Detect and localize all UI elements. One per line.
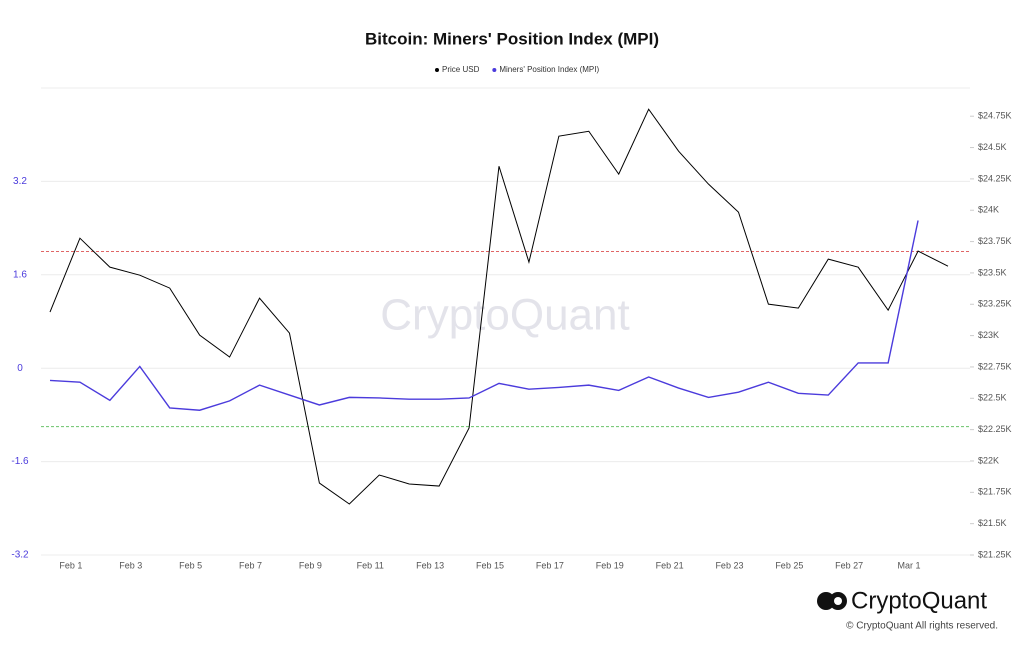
y-tick-label: 3.2: [13, 176, 27, 187]
y2-tick-label: $24.75K: [978, 111, 1012, 121]
brand-logo: [817, 592, 847, 610]
chart-title: Bitcoin: Miners' Position Index (MPI): [365, 29, 659, 48]
x-tick-label: Feb 23: [715, 560, 743, 570]
y2-tick-label: $22.75K: [978, 361, 1012, 371]
y2-tick-label: $21.5K: [978, 518, 1007, 528]
y-tick-label: 0: [17, 363, 23, 374]
legend-marker: [492, 68, 497, 72]
x-tick-label: Feb 17: [536, 560, 564, 570]
x-tick-label: Feb 9: [299, 560, 322, 570]
y2-tick-label: $21.25K: [978, 549, 1012, 559]
series-line: [49, 220, 919, 411]
x-tick-label: Feb 7: [239, 560, 262, 570]
x-tick-label: Feb 13: [416, 560, 444, 570]
x-tick-label: Feb 25: [775, 560, 803, 570]
y2-tick-label: $23K: [978, 330, 999, 340]
x-tick-label: Mar 1: [898, 560, 921, 570]
y-tick-label: -3.2: [11, 550, 29, 561]
x-tick-label: Feb 3: [119, 560, 142, 570]
legend-label: Price USD: [442, 65, 480, 74]
y-tick-label: -1.6: [11, 456, 29, 467]
y2-tick-label: $22.5K: [978, 393, 1007, 403]
x-tick-label: Feb 1: [59, 560, 82, 570]
watermark: CryptoQuant: [380, 291, 629, 340]
x-tick-label: Feb 11: [357, 560, 384, 570]
legend-marker: [435, 68, 439, 72]
y2-tick-label: $23.25K: [978, 299, 1012, 309]
x-tick-label: Feb 19: [596, 560, 624, 570]
y2-tick-label: $24K: [978, 205, 999, 215]
y2-tick-label: $23.5K: [978, 267, 1007, 277]
y2-tick-label: $22.25K: [978, 424, 1012, 434]
y2-tick-label: $22K: [978, 455, 999, 465]
series-line: [49, 108, 949, 505]
x-tick-label: Feb 15: [476, 560, 504, 570]
x-tick-label: Feb 5: [179, 560, 202, 570]
brand: CryptoQuant: [851, 587, 987, 614]
copyright: © CryptoQuant All rights reserved.: [846, 621, 998, 632]
y2-tick-label: $23.75K: [978, 236, 1012, 246]
y2-tick-label: $24.5K: [978, 142, 1007, 152]
x-tick-label: Feb 27: [835, 560, 863, 570]
y2-tick-label: $21.75K: [978, 487, 1012, 497]
x-tick-label: Feb 21: [656, 560, 684, 570]
legend-label: Miners' Position Index (MPI): [499, 65, 599, 74]
y-tick-label: 1.6: [13, 269, 27, 280]
y2-tick-label: $24.25K: [978, 173, 1012, 183]
